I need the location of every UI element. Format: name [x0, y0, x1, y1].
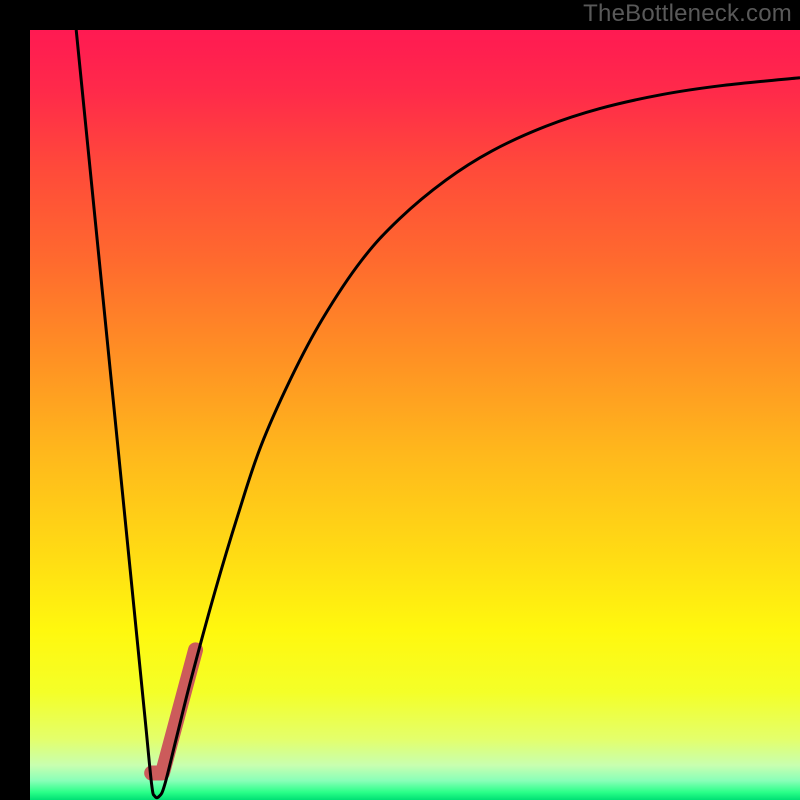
plot-background [30, 30, 800, 800]
watermark-text: TheBottleneck.com [583, 0, 792, 28]
chart-canvas [0, 0, 800, 800]
bottleneck-chart: TheBottleneck.com [0, 0, 800, 800]
